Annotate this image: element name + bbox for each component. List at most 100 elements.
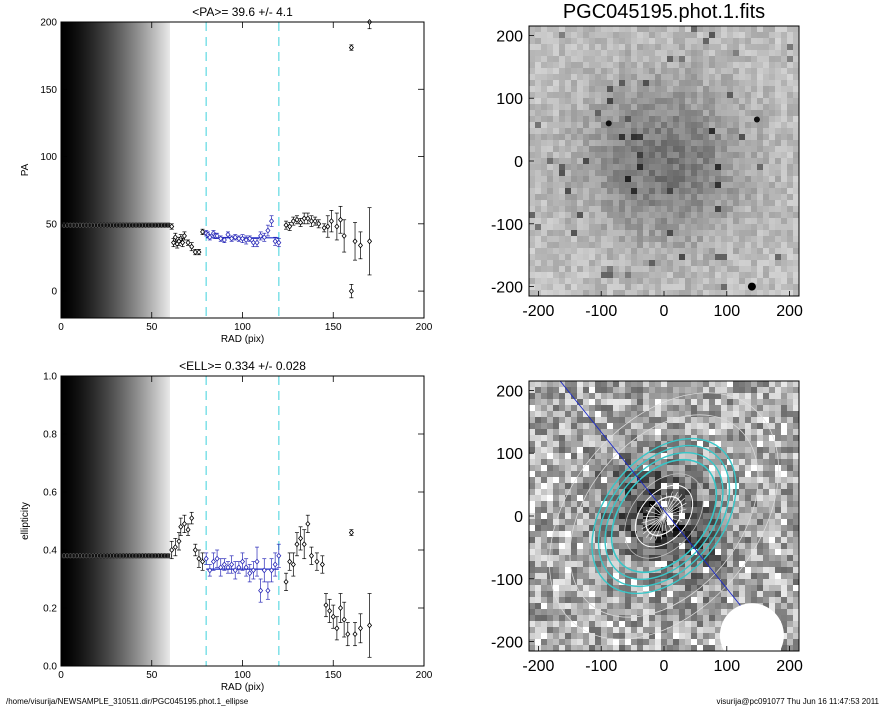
image-pixel [649, 381, 656, 388]
image-pixel [649, 519, 656, 526]
image-pixel [679, 56, 686, 63]
image-pixel [667, 158, 674, 165]
image-pixel [637, 92, 644, 99]
image-pixel [775, 230, 782, 237]
image-pixel [697, 477, 704, 484]
image-pixel [739, 483, 746, 490]
image-pixel [793, 495, 799, 502]
image-pixel [685, 278, 692, 285]
image-pixel [667, 399, 674, 406]
image-pixel [679, 501, 686, 508]
image-pixel [667, 603, 674, 610]
image-pixel [637, 146, 644, 153]
image-pixel [535, 62, 542, 69]
image-pixel [745, 158, 752, 165]
image-pixel [691, 615, 698, 622]
image-pixel [751, 531, 758, 538]
image-pixel [721, 567, 728, 574]
image-pixel [727, 525, 734, 532]
image-pixel [661, 254, 668, 261]
image-pixel [661, 140, 668, 147]
image-pixel [577, 579, 584, 586]
image-pixel [655, 248, 662, 255]
image-pixel [571, 62, 578, 69]
image-pixel [583, 110, 590, 117]
image-pixel [661, 591, 668, 598]
image-pixel [661, 56, 668, 63]
image-pixel [787, 68, 794, 75]
image-pixel [577, 441, 584, 448]
image-pixel [703, 146, 710, 153]
image-pixel [589, 200, 596, 207]
image-pixel [583, 98, 590, 105]
data-point [269, 567, 275, 574]
image-pixel [769, 423, 776, 430]
image-pixel [721, 543, 728, 550]
image-pixel [613, 170, 620, 177]
image-pixel [625, 38, 632, 45]
image-pixel [721, 531, 728, 538]
image-pixel [529, 597, 536, 604]
image-pixel [667, 435, 674, 442]
image-pixel [565, 561, 572, 568]
image-pixel [535, 417, 542, 424]
image-pixel [619, 645, 626, 651]
image-pixel [757, 549, 764, 556]
image-pixel [619, 615, 626, 622]
image-pixel [727, 80, 734, 87]
image-pixel [703, 62, 710, 69]
image-pixel [757, 200, 764, 207]
image-pixel [631, 224, 638, 231]
image-pixel [553, 501, 560, 508]
image-pixel [547, 585, 554, 592]
image-pixel [679, 188, 686, 195]
image-pixel [583, 621, 590, 628]
image-pixel [613, 110, 620, 117]
image-pixel [691, 176, 698, 183]
image-pixel [649, 597, 656, 604]
image-pixel [745, 44, 752, 51]
image-pixel [601, 104, 608, 111]
image-pixel [655, 230, 662, 237]
image-pixel [613, 206, 620, 213]
image-pixel [679, 537, 686, 544]
image-pixel [757, 477, 764, 484]
image-pixel [727, 435, 734, 442]
image-pixel [691, 68, 698, 75]
image-pixel [577, 639, 584, 646]
image-pixel [733, 200, 740, 207]
image-pixel [583, 170, 590, 177]
image-pixel [589, 26, 596, 33]
image-pixel [649, 290, 656, 296]
image-pixel [583, 627, 590, 634]
image-pixel [775, 561, 782, 568]
image-pixel [787, 260, 794, 267]
image-pixel [559, 609, 566, 616]
image-pixel [745, 543, 752, 550]
image-pixel [583, 573, 590, 580]
image-pixel [583, 543, 590, 550]
image-pixel [565, 519, 572, 526]
image-pixel [793, 188, 799, 195]
image-pixel [721, 134, 728, 141]
data-point [247, 235, 253, 242]
image-pixel [679, 519, 686, 526]
image-pixel [637, 68, 644, 75]
image-pixel [547, 489, 554, 496]
image-pixel [667, 447, 674, 454]
image-pixel [715, 140, 722, 147]
image-pixel [655, 429, 662, 436]
image-pixel [601, 158, 608, 165]
image-pixel [655, 411, 662, 418]
image-pixel [709, 56, 716, 63]
image-pixel [541, 158, 548, 165]
image-pixel [679, 453, 686, 460]
data-point [189, 243, 195, 250]
image-pixel [787, 471, 794, 478]
image-pixel [559, 423, 566, 430]
image-pixel [529, 236, 536, 243]
image-pixel [679, 543, 686, 550]
image-pixel [595, 381, 602, 388]
image-pixel [595, 627, 602, 634]
image-pixel [589, 104, 596, 111]
